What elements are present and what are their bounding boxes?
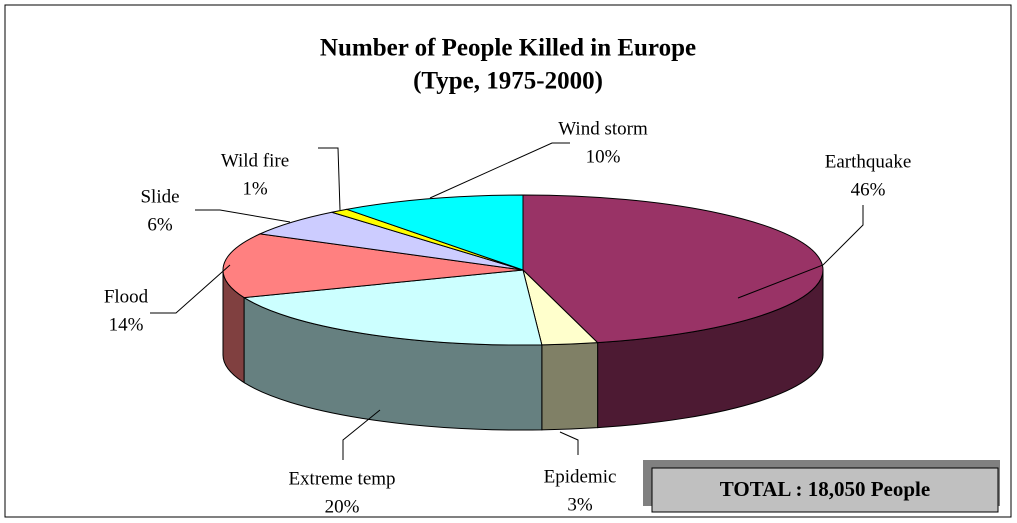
leader-line (318, 147, 341, 211)
chart-title: Number of People Killed in Europe (320, 35, 696, 62)
value-label: 3% (567, 494, 593, 515)
value-label: 20% (325, 496, 360, 517)
total-label: TOTAL : 18,050 People (720, 477, 930, 501)
leader-line (737, 205, 864, 299)
slice (522, 194, 824, 344)
value-label: 1% (242, 178, 268, 199)
slice (344, 194, 524, 271)
slice (222, 233, 524, 299)
leader-line (559, 431, 579, 455)
slice (242, 269, 543, 346)
category-label: Flood (104, 286, 149, 307)
value-label: 46% (851, 179, 886, 200)
category-label: Wild fire (221, 150, 289, 171)
category-label: Earthquake (825, 151, 912, 172)
category-label: Slide (140, 186, 179, 207)
chart-subtitle: (Type, 1975-2000) (413, 68, 603, 95)
leader-line (150, 264, 231, 314)
value-label: 14% (109, 314, 144, 335)
value-label: 10% (586, 146, 621, 167)
leader-line (195, 209, 291, 223)
category-label: Wind storm (558, 118, 648, 139)
slice-side (541, 342, 599, 431)
leader-line (429, 142, 570, 199)
category-label: Extreme temp (288, 468, 395, 489)
category-label: Epidemic (544, 466, 617, 487)
leader-line (342, 409, 381, 460)
total-box (651, 467, 999, 513)
value-label: 6% (147, 214, 173, 235)
